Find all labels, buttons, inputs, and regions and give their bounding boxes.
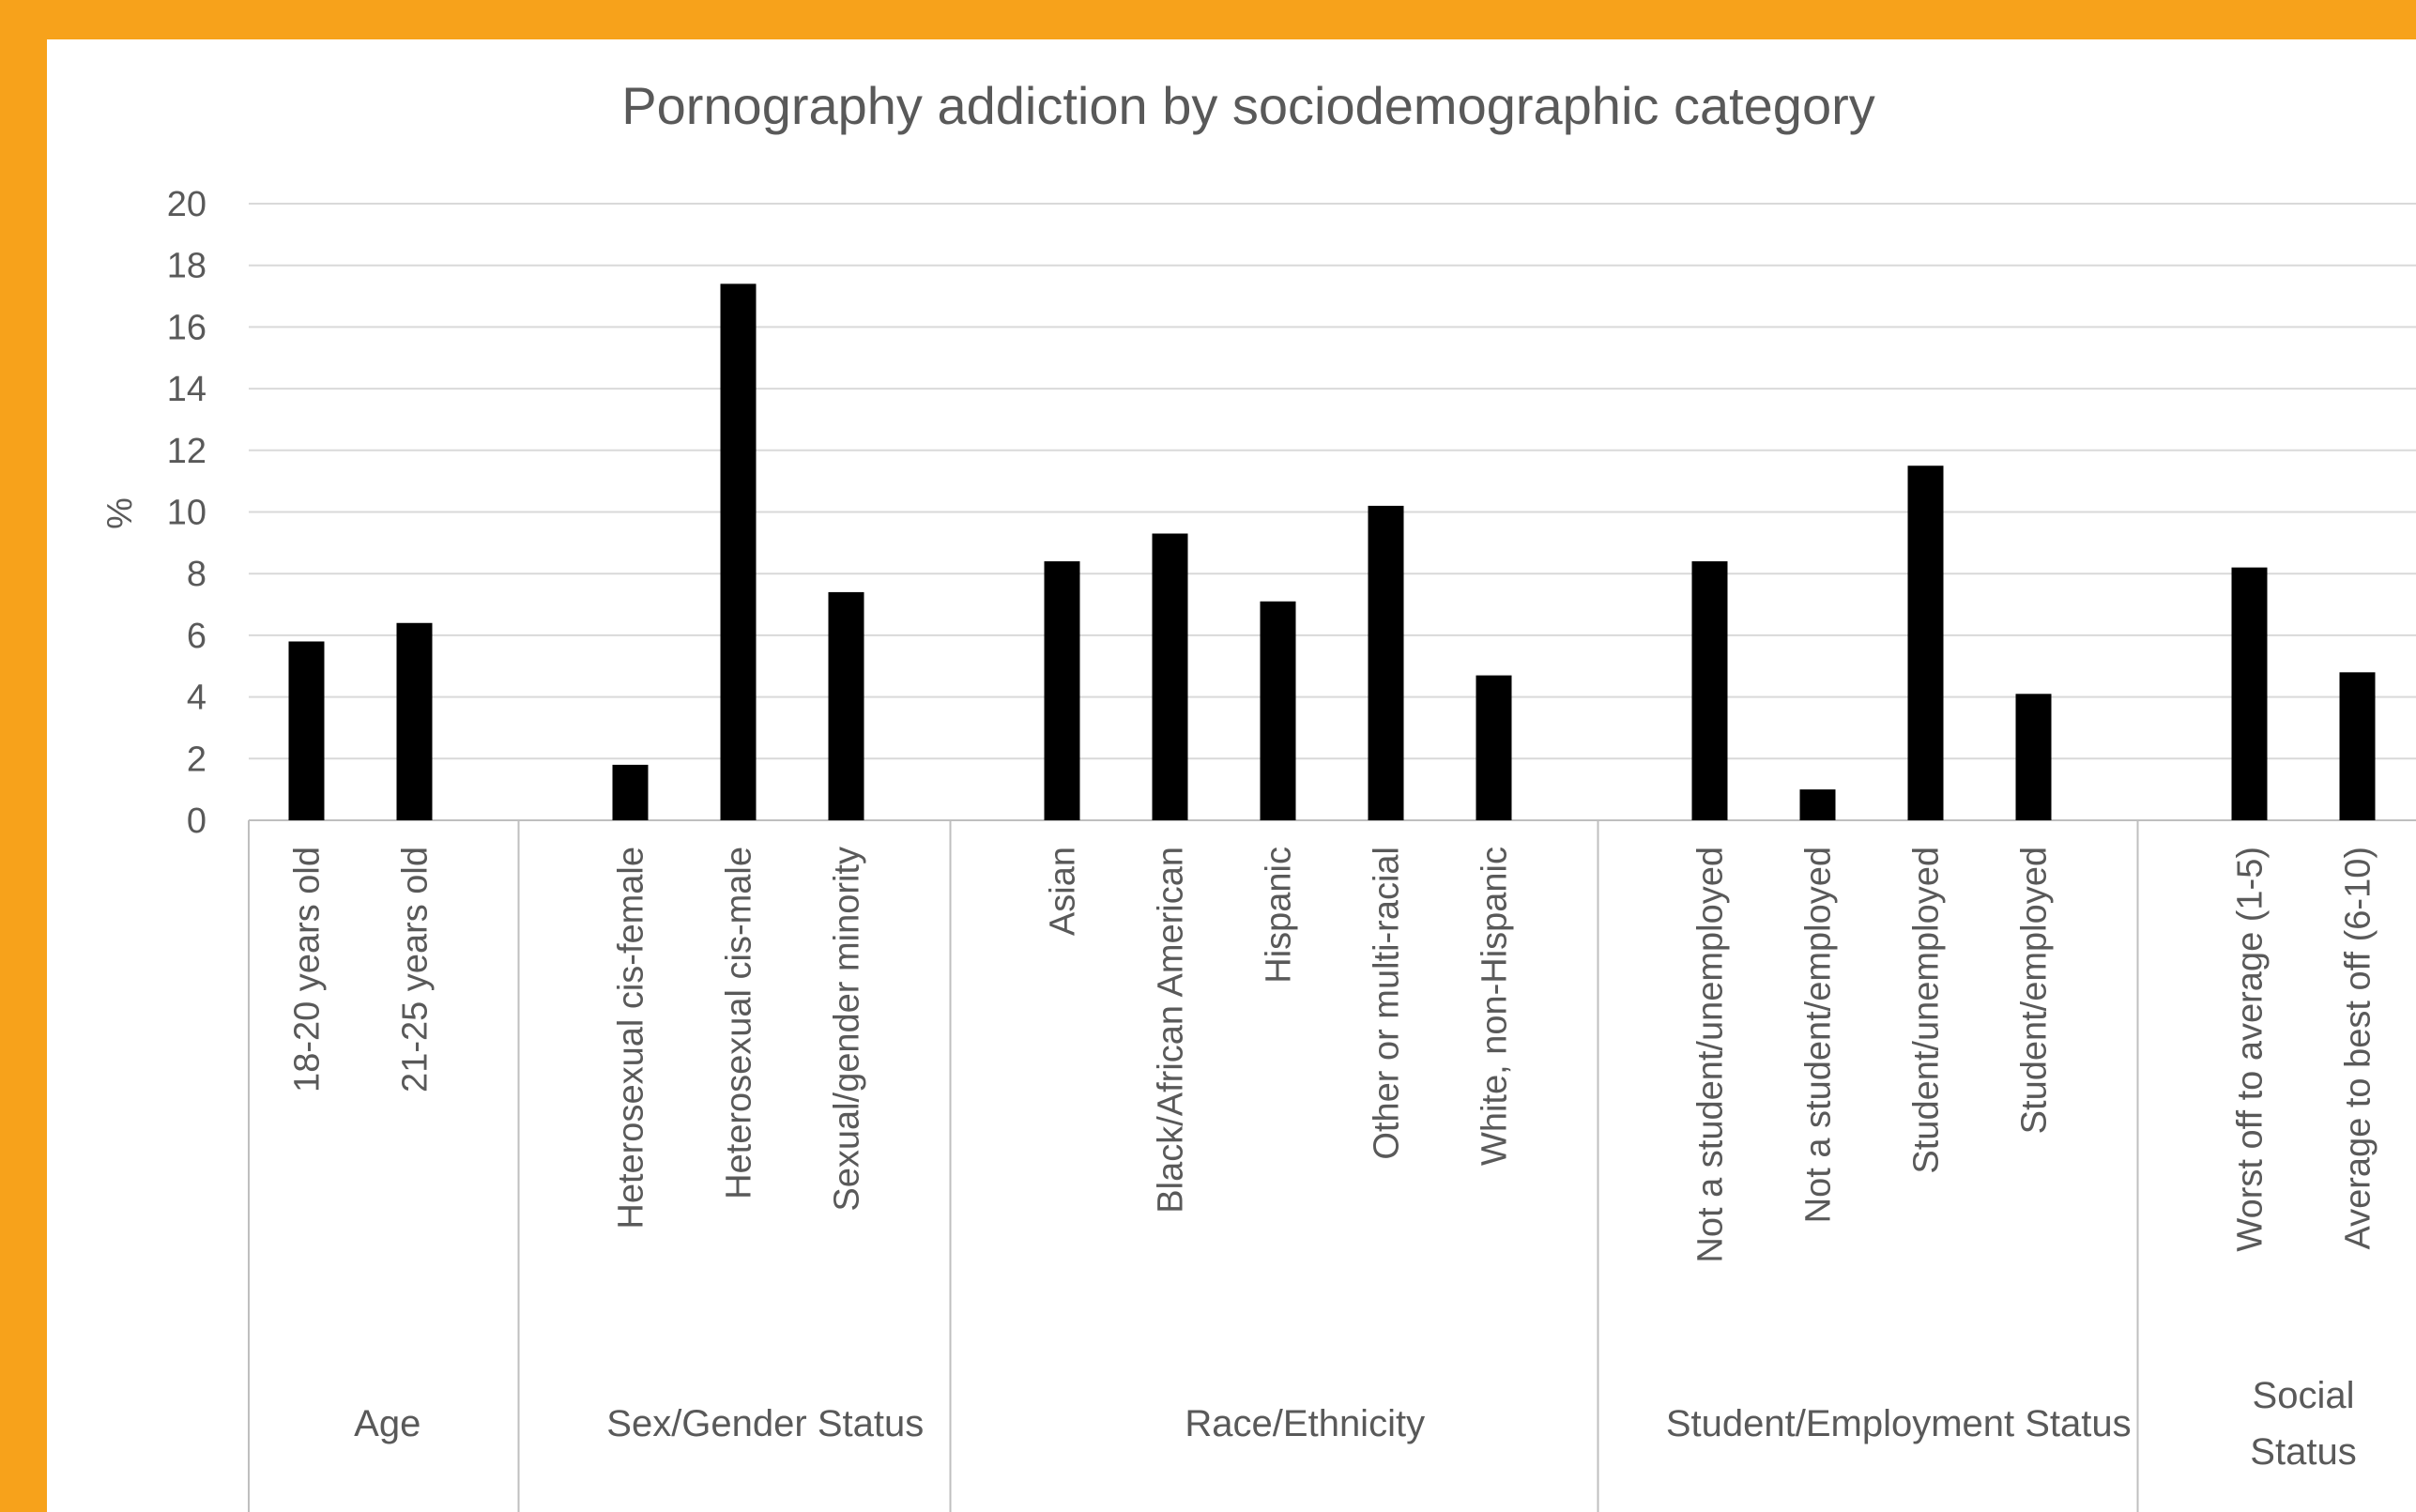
bar: [1907, 466, 1944, 820]
x-category-label: Average to best off (6-10): [2339, 847, 2378, 1250]
y-tick-label: 0: [187, 802, 206, 841]
bar: [612, 764, 649, 820]
x-group-label: Race/Ethnicity: [1185, 1403, 1425, 1444]
bar: [1368, 505, 1404, 820]
y-tick-label: 16: [167, 308, 206, 347]
y-tick-label: 12: [167, 432, 206, 471]
x-category-label: 18-20 years old: [288, 847, 328, 1092]
x-group-label: Sex/Gender Status: [606, 1403, 924, 1444]
bar: [1476, 675, 1512, 820]
y-tick-label: 2: [187, 740, 206, 779]
x-category-label: Hispanic: [1260, 847, 1299, 984]
gridlines: [248, 203, 2416, 1512]
bar: [828, 591, 864, 820]
y-tick-label: 18: [167, 247, 206, 286]
x-category-label: Other or multi-racial: [1368, 847, 1407, 1160]
y-axis-ticks: 0 2 4 6 8 10 12 14 16 18 20: [167, 185, 206, 841]
bar: [288, 641, 325, 820]
x-group-label: Social Status: [2250, 1375, 2356, 1473]
x-category-label: 21-25 years old: [396, 847, 436, 1092]
bar: [1260, 601, 1296, 820]
y-tick-label: 8: [187, 555, 206, 594]
x-axis-group-labels: Age Sex/Gender Status Race/Ethnicity Studen…: [354, 1375, 2357, 1473]
bar: [2339, 672, 2376, 820]
bar-chart: Pornography addiction by sociodemographi…: [100, 76, 2416, 1512]
x-category-label: Not a student/employed: [1799, 847, 1839, 1223]
x-category-label: Heterosexual cis-male: [720, 847, 759, 1199]
chart-panel: Pornography addiction by sociodemographi…: [47, 39, 2416, 1512]
y-tick-label: 4: [187, 679, 206, 718]
bar: [1691, 561, 1728, 820]
x-category-label: Not a student/unemployed: [1691, 847, 1731, 1263]
bar: [2231, 567, 2268, 820]
y-tick-label: 10: [167, 494, 206, 533]
x-category-label: Black/African American: [1152, 847, 1191, 1214]
bar: [2015, 694, 2052, 820]
y-tick-label: 20: [167, 185, 206, 224]
x-group-label: Student/Employment Status: [1666, 1403, 2132, 1444]
bar: [720, 283, 757, 820]
y-tick-label: 6: [187, 617, 206, 656]
bar: [396, 622, 433, 820]
x-category-label: White, non-Hispanic: [1476, 847, 1515, 1166]
bars: [288, 283, 2376, 820]
x-axis-category-labels: 18-20 years old 21-25 years old Heterosexu…: [288, 847, 2378, 1263]
x-category-label: Asian: [1044, 847, 1083, 936]
y-axis-label: %: [100, 497, 140, 529]
y-tick-label: 14: [167, 370, 206, 409]
x-category-label: Sexual/gender minority: [828, 847, 867, 1212]
x-category-label: Worst off to average (1-5): [2231, 847, 2271, 1252]
x-category-label: Student/employed: [2015, 847, 2055, 1134]
bar: [1152, 533, 1188, 820]
chart-title: Pornography addiction by sociodemographi…: [621, 76, 1874, 135]
x-category-label: Heterosexual cis-female: [612, 847, 651, 1229]
x-group-label: Age: [354, 1403, 421, 1444]
bar: [1044, 561, 1080, 820]
x-category-label: Student/unemployed: [1907, 847, 1947, 1174]
bar: [1799, 789, 1836, 820]
